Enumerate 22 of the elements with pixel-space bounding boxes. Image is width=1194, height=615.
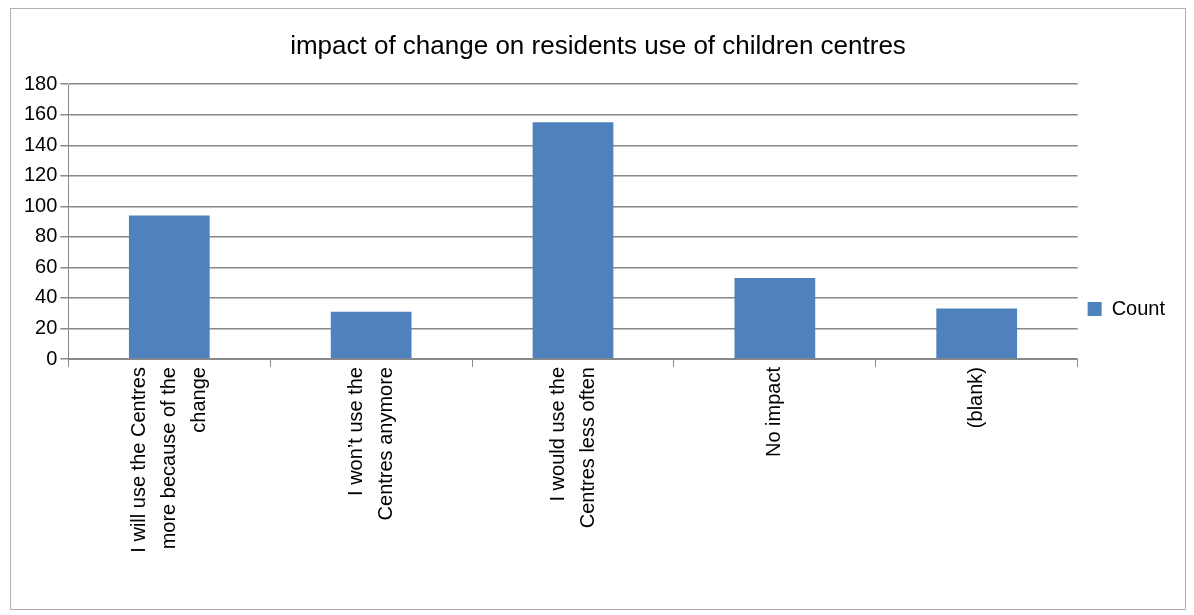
- y-tick-label: 120: [23, 163, 58, 186]
- bar: [532, 122, 614, 359]
- x-tick-label: No impact: [762, 366, 785, 458]
- y-tick-label: 40: [35, 285, 58, 308]
- bar: [330, 311, 412, 359]
- bar: [936, 308, 1018, 359]
- y-tick-label: 100: [23, 193, 58, 216]
- y-tick-label: 180: [23, 71, 58, 94]
- bar: [128, 215, 210, 359]
- x-tick-label: I won’t use the Centres anymore: [343, 367, 396, 521]
- legend-label: Count: [1111, 296, 1166, 319]
- x-tick-label: I will use the Centres more because of the change: [126, 367, 209, 553]
- bar: [734, 278, 816, 359]
- y-tick-label: 60: [35, 254, 58, 277]
- chart-title: impact of change on residents use of children centres: [290, 29, 906, 60]
- y-tick-label: 160: [23, 102, 58, 125]
- x-tick-label: I would use the Centres less often: [545, 367, 598, 529]
- y-tick-label: 0: [46, 346, 58, 369]
- y-tick-label: 140: [23, 132, 58, 155]
- y-tick-label: 80: [35, 224, 58, 247]
- x-tick-label: (blank): [964, 367, 987, 429]
- y-tick-label: 20: [35, 315, 58, 338]
